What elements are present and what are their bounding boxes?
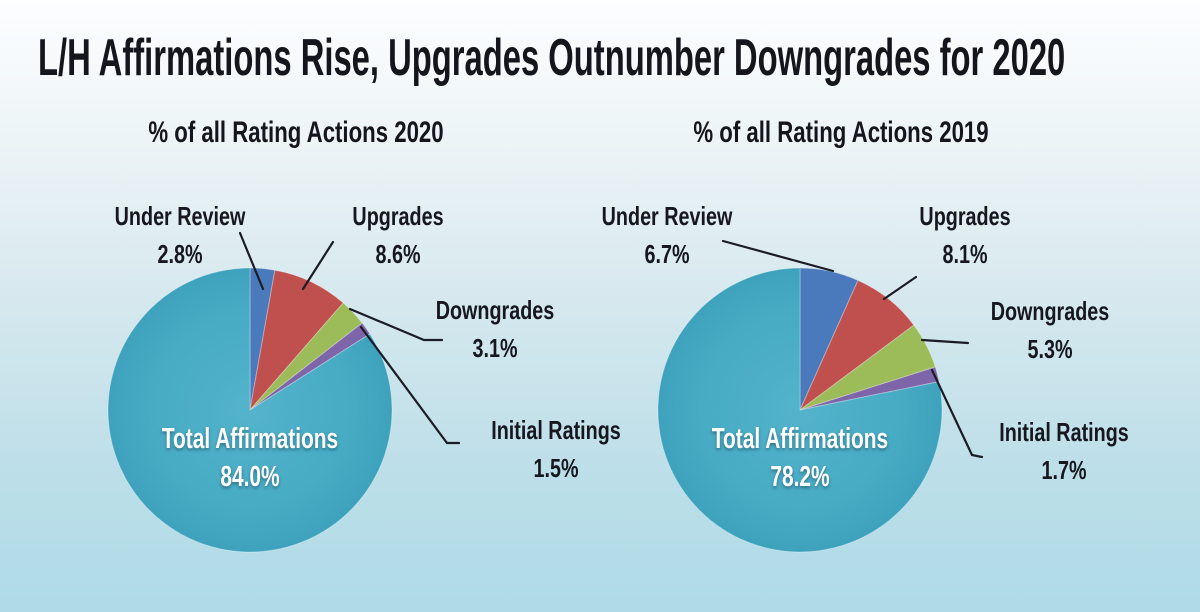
callout-value: 3.1% bbox=[472, 333, 518, 363]
callout-downgrades-2019: Downgrades 5.3% bbox=[991, 292, 1110, 368]
chart-2020-subtitle: % of all Rating Actions 2020 bbox=[148, 116, 444, 149]
pie-2020-slice-total-affirmations bbox=[107, 267, 393, 553]
pie-2019-slice-total-affirmations bbox=[657, 267, 943, 553]
main-title: L/H Affirmations Rise, Upgrades Outnumbe… bbox=[38, 29, 1066, 87]
leader-line-upgrades-2019 bbox=[882, 275, 918, 301]
callout-initial-ratings-2019: Initial Ratings 1.7% bbox=[999, 413, 1129, 489]
callout-value: 8.6% bbox=[375, 239, 421, 269]
pie-center-label-2020: Total Affirmations 84.0% bbox=[162, 420, 338, 496]
pie-2020-slice-upgrades bbox=[249, 269, 344, 411]
callout-label: Upgrades bbox=[352, 201, 444, 231]
pie-2019-slice-downgrades bbox=[799, 324, 936, 411]
pie-center-label-2019: Total Affirmations 78.2% bbox=[712, 420, 888, 496]
callout-upgrades-2020: Upgrades 8.6% bbox=[352, 197, 443, 273]
center-label-value: 78.2% bbox=[770, 461, 830, 493]
callout-label: Downgrades bbox=[435, 295, 555, 325]
callout-value: 5.3% bbox=[1027, 334, 1073, 364]
center-label-name: Total Affirmations bbox=[161, 423, 339, 455]
callout-value: 1.7% bbox=[1041, 455, 1087, 485]
pie-2019-slice-initial-ratings bbox=[799, 366, 940, 411]
callout-value: 1.5% bbox=[533, 453, 579, 483]
callout-value: 2.8% bbox=[157, 239, 203, 269]
callout-under-review-2019: Under Review 6.7% bbox=[602, 197, 733, 273]
callout-value: 6.7% bbox=[644, 239, 690, 269]
pie-2020-slice-downgrades bbox=[249, 302, 363, 411]
callout-label: Under Review bbox=[114, 201, 246, 231]
chart-2019-subtitle: % of all Rating Actions 2019 bbox=[693, 116, 989, 149]
callout-upgrades-2019: Upgrades 8.1% bbox=[919, 197, 1010, 273]
pie-2019-slice-upgrades bbox=[799, 279, 915, 411]
pie-2020-slice-initial-ratings bbox=[249, 322, 371, 411]
pie-2020-slice-under-review bbox=[249, 267, 276, 411]
callout-under-review-2020: Under Review 2.8% bbox=[115, 197, 246, 273]
leader-line-under-review-2019 bbox=[721, 239, 835, 273]
center-label-value: 84.0% bbox=[220, 461, 280, 493]
center-label-name: Total Affirmations bbox=[711, 423, 889, 455]
leader-line-downgrades-2020 bbox=[348, 307, 444, 342]
leader-line-upgrades-2020 bbox=[301, 240, 335, 291]
callout-label: Under Review bbox=[601, 201, 733, 231]
leader-line-downgrades-2019 bbox=[920, 338, 970, 345]
callout-label: Initial Ratings bbox=[491, 415, 621, 445]
leader-line-initial-ratings-2019 bbox=[930, 368, 984, 459]
callout-initial-ratings-2020: Initial Ratings 1.5% bbox=[491, 411, 621, 487]
callout-label: Upgrades bbox=[919, 201, 1011, 231]
callout-value: 8.1% bbox=[942, 239, 988, 269]
callout-downgrades-2020: Downgrades 3.1% bbox=[436, 291, 555, 367]
leader-line-under-review-2020 bbox=[238, 231, 265, 291]
callout-label: Initial Ratings bbox=[999, 417, 1129, 447]
leader-line-initial-ratings-2020 bbox=[359, 325, 461, 445]
callout-label: Downgrades bbox=[990, 296, 1110, 326]
